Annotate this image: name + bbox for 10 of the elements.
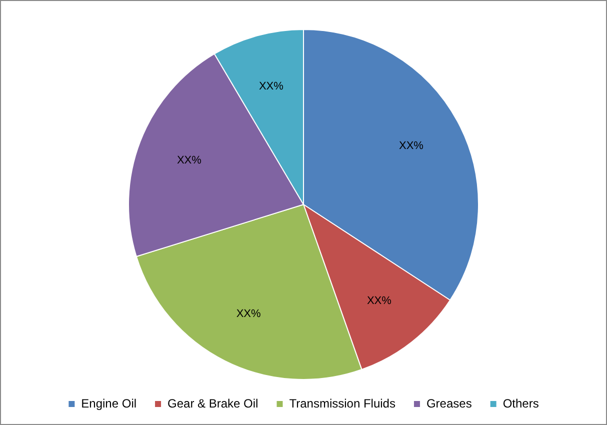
- legend-label: Transmission Fluids: [289, 396, 396, 410]
- data-label: XX%: [236, 308, 262, 320]
- data-label: XX%: [176, 154, 202, 167]
- data-label: XX%: [398, 140, 424, 152]
- legend-label: Greases: [426, 396, 472, 410]
- data-label: XX%: [258, 80, 284, 92]
- legend-label: Others: [502, 396, 539, 410]
- legend-label: Engine Oil: [81, 396, 137, 410]
- data-label: XX%: [366, 294, 392, 307]
- legend-label: Gear & Brake Oil: [168, 396, 258, 410]
